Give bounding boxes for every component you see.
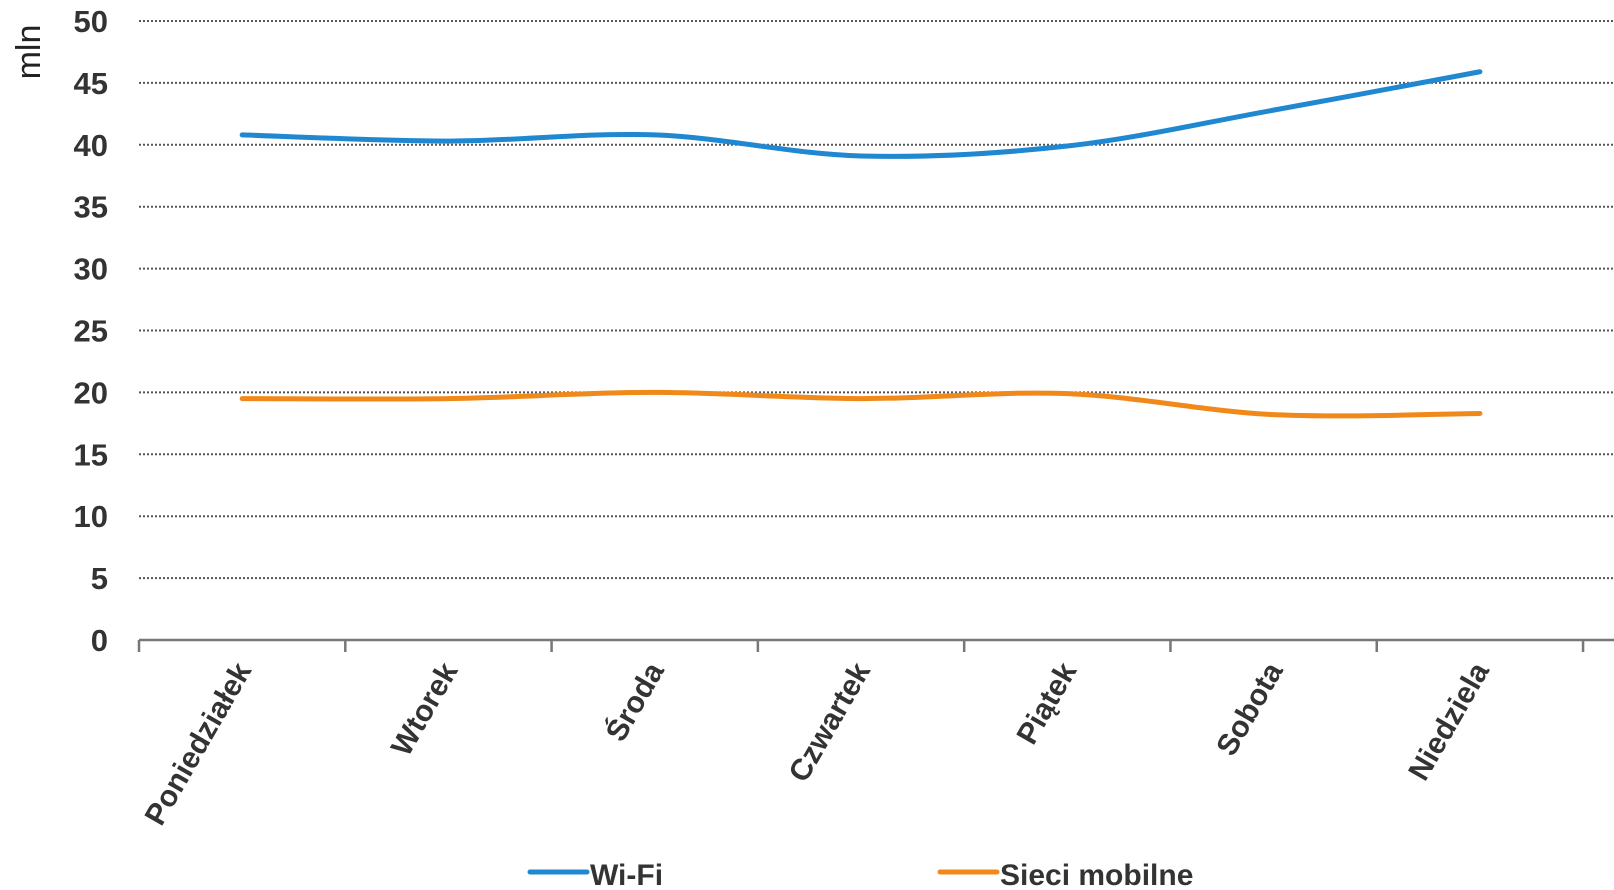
x-axis-tick-labels: Poniedziałek Wtorek Środa Czwartek Piątek Sob… bbox=[139, 656, 1496, 831]
x-tick-label: Wtorek bbox=[385, 657, 465, 762]
series-line-wifi bbox=[239, 69, 1483, 159]
series-line-mobile bbox=[239, 389, 1483, 419]
x-tick-label: Poniedziałek bbox=[139, 657, 259, 831]
legend-label: Wi-Fi bbox=[590, 859, 663, 890]
y-tick-label: 35 bbox=[74, 190, 108, 225]
gridlines bbox=[139, 20, 1614, 580]
y-axis-ticks: 0 5 10 15 20 25 30 35 40 45 50 bbox=[74, 4, 108, 658]
x-tick-label: Niedziela bbox=[1402, 657, 1496, 786]
y-tick-label: 30 bbox=[74, 252, 108, 287]
series-lines bbox=[239, 69, 1483, 419]
x-tick-label: Sobota bbox=[1210, 657, 1290, 762]
y-tick-label: 50 bbox=[74, 4, 108, 39]
y-tick-label: 25 bbox=[74, 314, 108, 349]
y-tick-label: 5 bbox=[91, 561, 108, 596]
y-tick-label: 45 bbox=[74, 66, 108, 101]
y-tick-label: 15 bbox=[74, 437, 108, 472]
x-axis bbox=[137, 638, 1614, 652]
y-tick-label: 0 bbox=[91, 623, 108, 658]
x-tick-label: Czwartek bbox=[783, 657, 878, 788]
x-tick-label: Piątek bbox=[1011, 657, 1084, 750]
y-axis-label: mln bbox=[10, 25, 48, 80]
y-tick-label: 40 bbox=[74, 128, 108, 163]
y-tick-label: 20 bbox=[74, 375, 108, 410]
y-tick-label: 10 bbox=[74, 499, 108, 534]
x-tick-label: Środa bbox=[599, 656, 671, 747]
legend-label: Sieci mobilne bbox=[1000, 859, 1193, 890]
legend: Wi-Fi Sieci mobilne bbox=[527, 859, 1193, 890]
